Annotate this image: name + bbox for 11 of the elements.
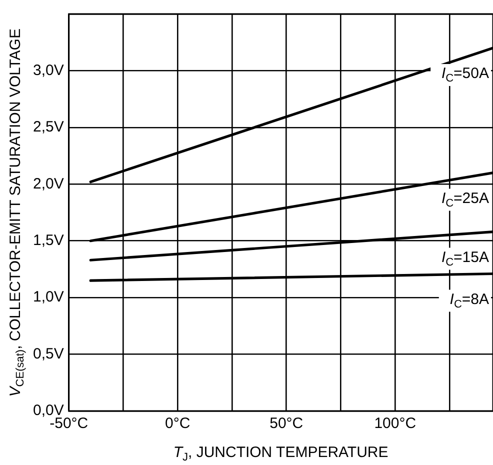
y-axis-title: VCE(sat), COLLECTOR-EMITT SATURATION VOLTAGE bbox=[7, 28, 27, 397]
x-tick-label: 50°C bbox=[270, 415, 304, 432]
y-tick-label: 1,5V bbox=[33, 232, 64, 249]
y-tick-label: 3,0V bbox=[33, 62, 64, 79]
x-tick-label: 0°C bbox=[165, 415, 190, 432]
y-tick-label: 2,0V bbox=[33, 175, 64, 192]
x-tick-label: -50°C bbox=[50, 415, 88, 432]
y-tick-label: 2,5V bbox=[33, 118, 64, 136]
y-tick-label: 1,0V bbox=[33, 288, 64, 306]
y-tick-label: 0,5V bbox=[33, 345, 64, 362]
x-tick-label: 100°C bbox=[374, 415, 416, 432]
